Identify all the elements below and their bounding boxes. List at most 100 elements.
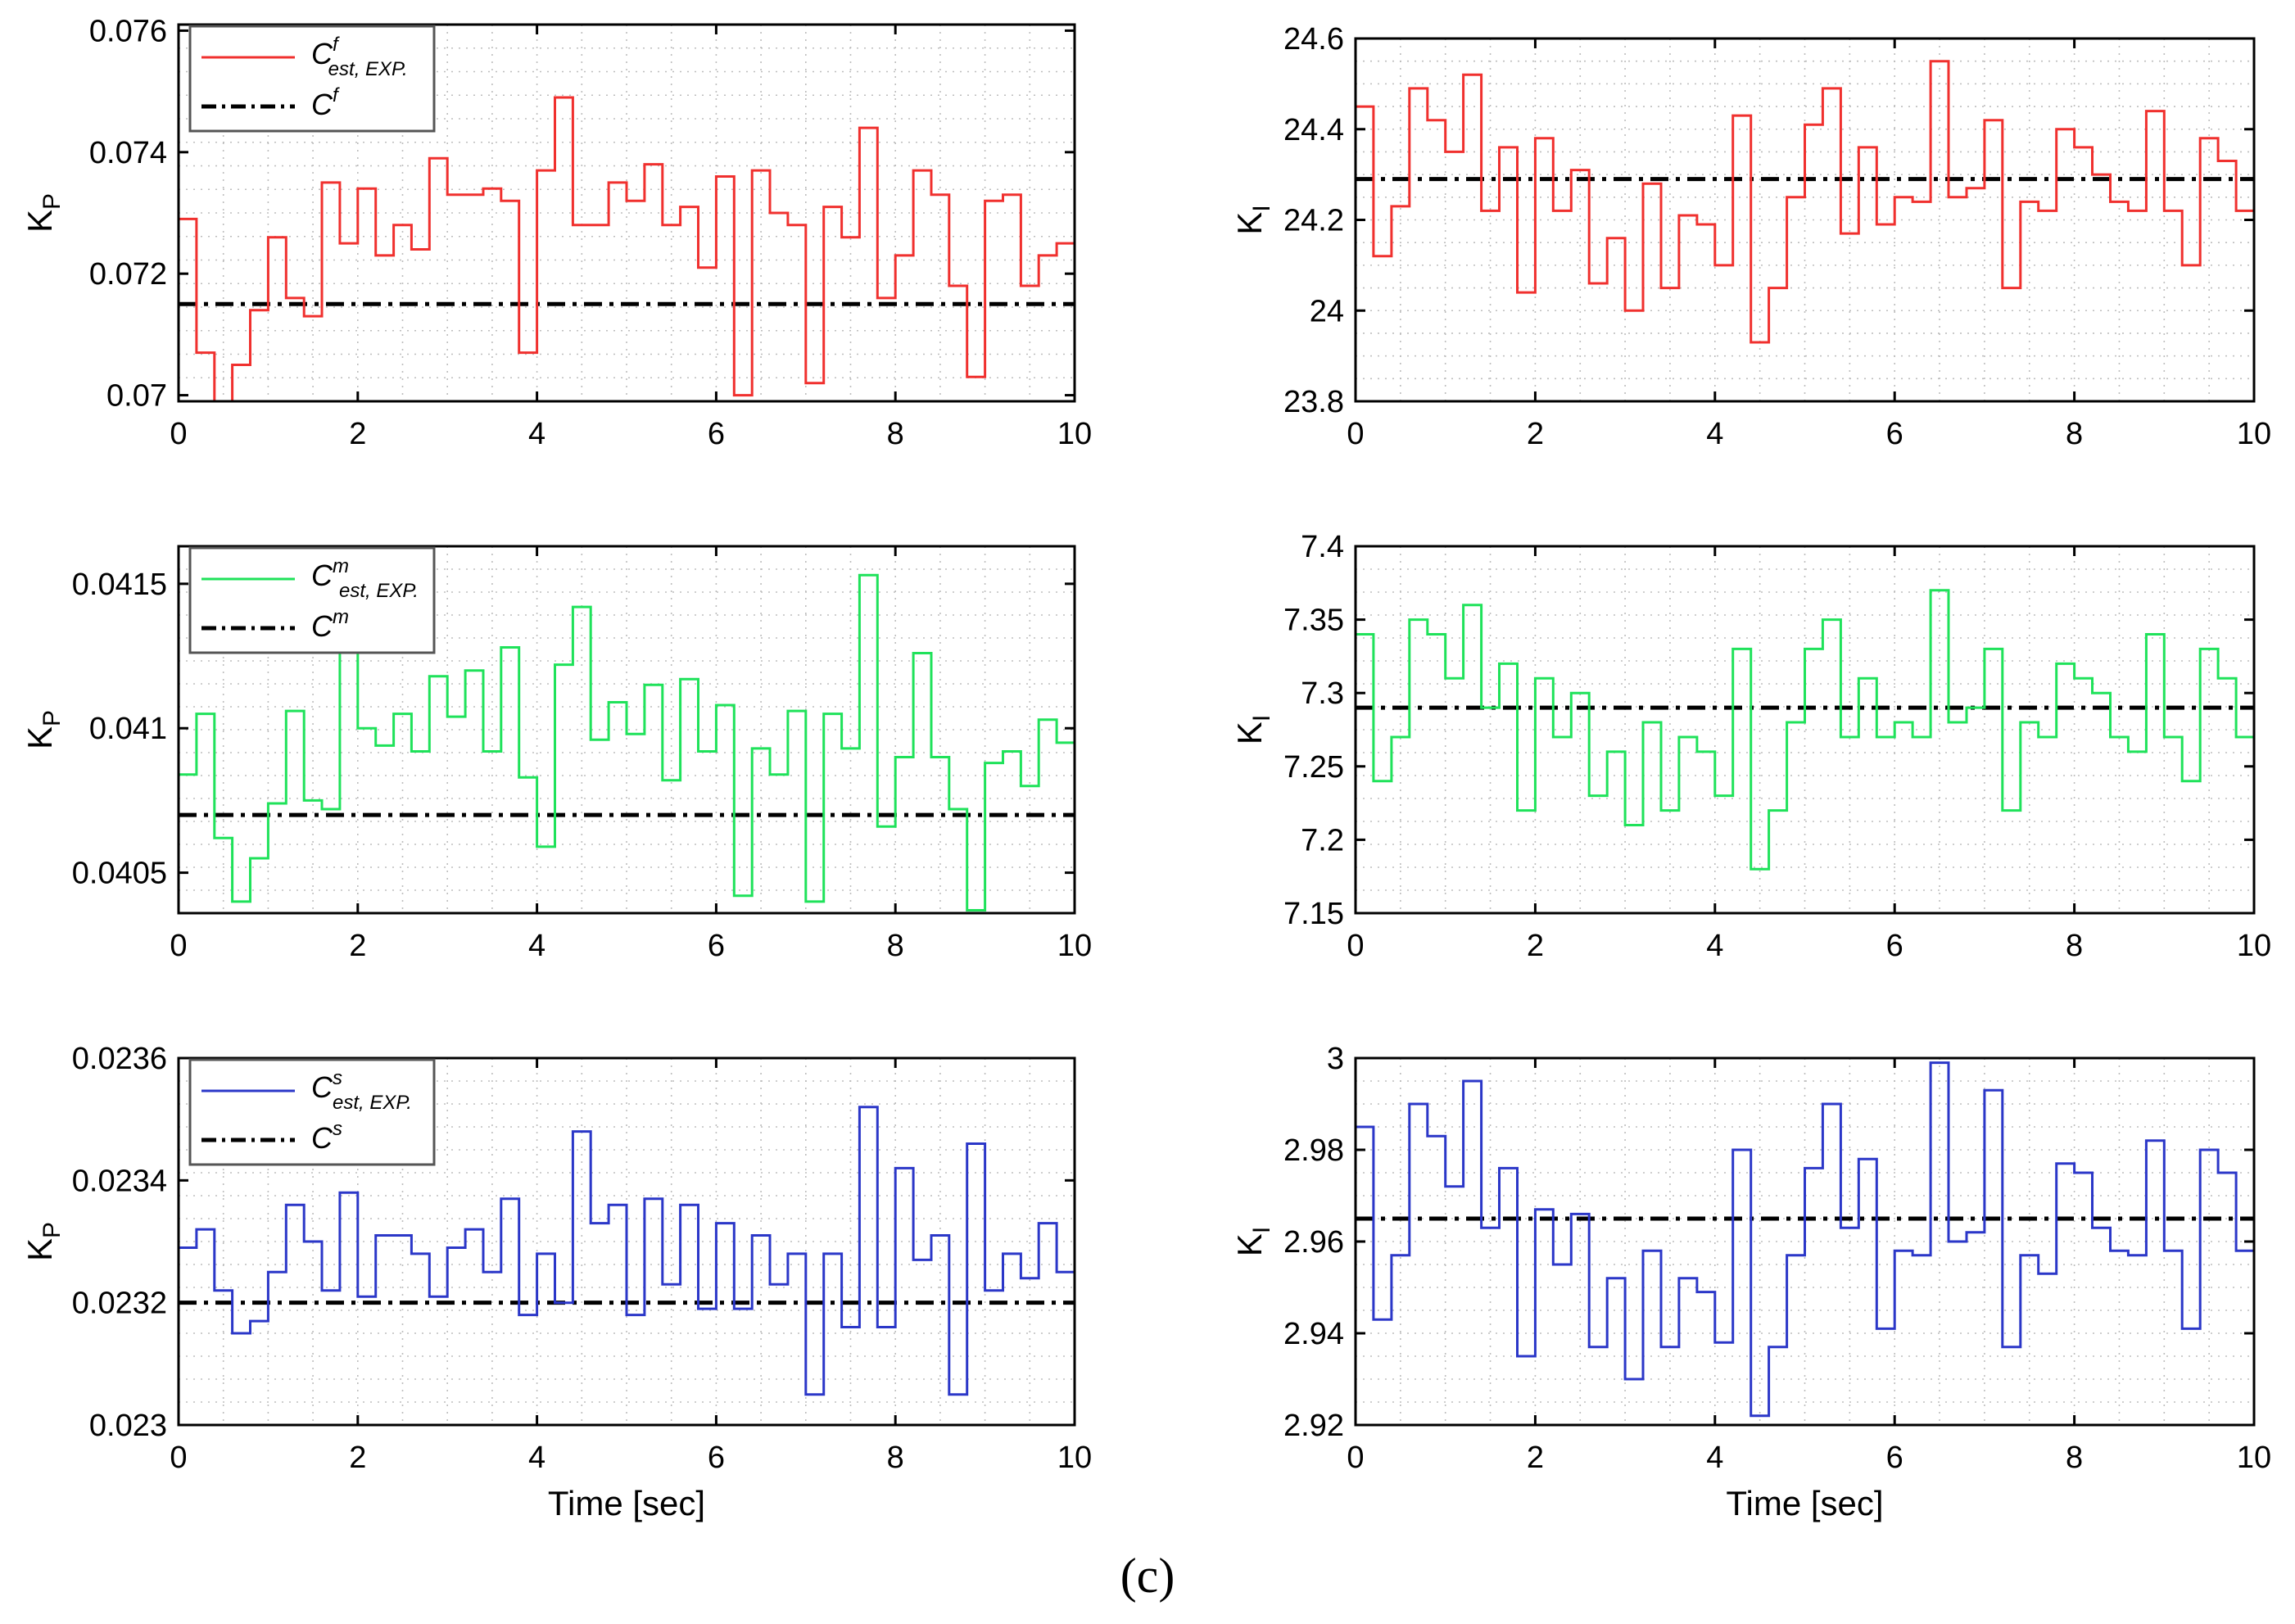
x-tick-label: 10 xyxy=(2237,417,2271,451)
plot-area xyxy=(1356,546,2254,913)
grid-lines xyxy=(1356,38,2254,401)
y-tick-label: 24 xyxy=(1310,294,1344,328)
series-line-red xyxy=(1356,60,2254,344)
x-tick-label: 10 xyxy=(1057,1441,1092,1475)
x-tick-label: 2 xyxy=(1527,1441,1544,1475)
x-tick-label: 6 xyxy=(708,1441,725,1475)
y-tick-label: 7.4 xyxy=(1301,530,1344,564)
y-tick-label: 7.3 xyxy=(1301,676,1344,711)
x-tick-label: 10 xyxy=(1057,929,1092,963)
axes-box xyxy=(177,23,1076,403)
chart-panel-kp-s: 0 2 4 6 8 10 0.023 0.0232 0.0234 0.0236 KP Time [se… xyxy=(20,1042,1092,1522)
y-axis-label: KP xyxy=(20,710,66,749)
legend-label-estimate: Cf est, EXP. xyxy=(311,34,408,80)
legend-box xyxy=(188,546,436,654)
x-tick-label: 6 xyxy=(708,417,725,451)
legend-label-reference: Cs xyxy=(311,1118,342,1155)
y-tick-label: 23.8 xyxy=(1283,385,1344,419)
axes-box xyxy=(177,545,1076,915)
figure-caption: (c) xyxy=(1120,1549,1175,1603)
axes-box xyxy=(177,1056,1076,1427)
y-tick-label: 0.0405 xyxy=(72,857,167,891)
y-axis-label: KI xyxy=(1230,205,1275,234)
y-tick-label: 0.0415 xyxy=(72,568,167,602)
y-tick-label: 2.96 xyxy=(1283,1225,1344,1260)
x-tick-label: 10 xyxy=(1057,417,1092,451)
x-tick-label: 0 xyxy=(1347,417,1364,451)
y-tick-label: 7.35 xyxy=(1283,604,1344,638)
y-tick-label: 7.2 xyxy=(1301,823,1344,857)
y-tick-label: 3 xyxy=(1327,1042,1344,1076)
y-axis-label: KI xyxy=(1230,1227,1275,1256)
chart-panel-ki-s: 0 2 4 6 8 10 2.92 2.94 2.96 2.98 3 KI Time [sec] xyxy=(1230,1042,2271,1522)
x-tick-label: 4 xyxy=(528,1441,545,1475)
y-tick-label: 0.041 xyxy=(89,712,167,746)
x-tick-label: 2 xyxy=(1527,417,1544,451)
x-tick-label: 4 xyxy=(1706,417,1723,451)
chart-panel-ki-m: 0 2 4 6 8 10 7.15 7.2 7.25 7.3 7.35 7.4 KI xyxy=(1230,530,2271,963)
legend-box xyxy=(188,1058,436,1166)
series-line-green xyxy=(1356,589,2254,871)
x-tick-label: 8 xyxy=(887,1441,904,1475)
series-line-red xyxy=(179,96,1075,401)
x-tick-label: 4 xyxy=(528,929,545,963)
x-tick-label: 2 xyxy=(349,929,366,963)
x-tick-label: 0 xyxy=(170,417,187,451)
x-tick-label: 10 xyxy=(2237,929,2271,963)
x-axis-label: Time [sec] xyxy=(548,1484,705,1522)
x-tick-label: 0 xyxy=(1347,1441,1364,1475)
legend-label-estimate: Cs est, EXP. xyxy=(311,1067,412,1114)
y-tick-label: 7.15 xyxy=(1283,897,1344,931)
y-axis-label: KP xyxy=(20,1222,66,1261)
series-line-green xyxy=(179,573,1075,912)
x-tick-label: 8 xyxy=(2066,929,2083,963)
plot-area xyxy=(1356,38,2254,401)
y-tick-label: 24.4 xyxy=(1283,113,1344,147)
y-tick-label: 0.072 xyxy=(89,257,167,292)
x-tick-label: 4 xyxy=(528,417,545,451)
y-tick-label: 0.0236 xyxy=(72,1042,167,1076)
chart-panel-kp-m: 0 2 4 6 8 10 0.0405 0.041 0.0415 KP Cm est, EXP. Cm xyxy=(20,545,1092,963)
y-tick-label: 24.6 xyxy=(1283,22,1344,57)
x-tick-label: 8 xyxy=(2066,1441,2083,1475)
x-tick-label: 8 xyxy=(2066,417,2083,451)
y-axis-label: KP xyxy=(20,193,66,233)
x-tick-label: 0 xyxy=(170,929,187,963)
x-tick-label: 6 xyxy=(1886,929,1903,963)
x-tick-label: 4 xyxy=(1706,1441,1723,1475)
x-tick-label: 2 xyxy=(349,1441,366,1475)
x-tick-label: 4 xyxy=(1706,929,1723,963)
legend-label-reference: Cf xyxy=(311,84,340,121)
y-tick-label: 0.023 xyxy=(89,1409,167,1443)
y-tick-label: 0.0234 xyxy=(72,1164,167,1198)
axes-box xyxy=(1354,545,2256,915)
y-tick-label: 0.074 xyxy=(89,136,167,170)
series-line-blue xyxy=(179,1106,1075,1396)
x-tick-label: 6 xyxy=(708,929,725,963)
y-tick-label: 24.2 xyxy=(1283,204,1344,238)
y-tick-label: 2.94 xyxy=(1283,1317,1344,1351)
legend: Cm est, EXP. Cm xyxy=(188,546,436,654)
y-axis-label: KI xyxy=(1230,715,1275,744)
y-tick-label: 2.98 xyxy=(1283,1133,1344,1168)
x-tick-label: 2 xyxy=(349,417,366,451)
y-tick-label: 0.07 xyxy=(106,379,167,414)
legend: Cf est, EXP. Cf xyxy=(188,25,436,133)
legend-label-reference: Cm xyxy=(311,606,349,643)
y-tick-label: 7.25 xyxy=(1283,750,1344,785)
x-tick-label: 10 xyxy=(2237,1441,2271,1475)
x-tick-label: 0 xyxy=(1347,929,1364,963)
legend-box xyxy=(188,25,436,133)
y-tick-label: 0.0232 xyxy=(72,1287,167,1321)
x-tick-label: 6 xyxy=(1886,417,1903,451)
x-tick-label: 8 xyxy=(887,417,904,451)
legend-label-estimate: Cm est, EXP. xyxy=(311,555,419,602)
x-tick-label: 0 xyxy=(170,1441,187,1475)
series-line-blue xyxy=(1356,1061,2254,1418)
x-axis-label: Time [sec] xyxy=(1726,1484,1883,1522)
legend: Cs est, EXP. Cs xyxy=(188,1058,436,1166)
x-tick-label: 8 xyxy=(887,929,904,963)
